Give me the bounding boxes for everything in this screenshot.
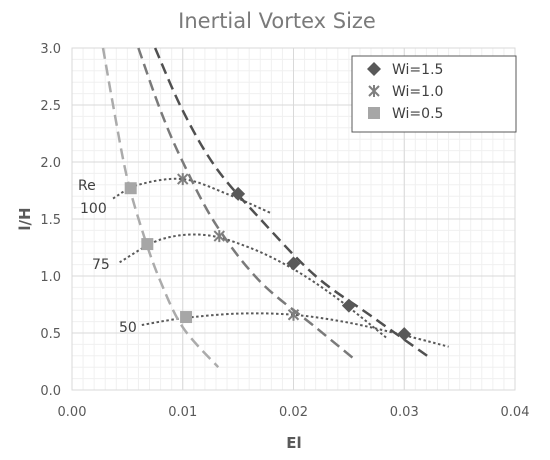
data-point	[397, 327, 412, 342]
plot-area	[71, 47, 516, 391]
re-100-label: 100	[80, 201, 107, 217]
data-markers	[124, 173, 412, 342]
legend-label: Wi=1.0	[392, 84, 443, 100]
y-tick-label: 0.5	[40, 327, 61, 342]
y-tick-label: 1.5	[40, 213, 61, 228]
data-point	[177, 173, 189, 186]
legend-label: Wi=0.5	[392, 106, 443, 122]
re-75-label: 75	[92, 257, 110, 273]
x-tick-label: 0.02	[279, 405, 308, 420]
x-axis-label: El	[286, 434, 301, 452]
y-tick-label: 2.5	[40, 99, 61, 114]
trend-line	[101, 47, 220, 369]
legend-items: Wi=1.5 Wi=1.0 Wi=0.5	[367, 62, 443, 122]
x-tick-label: 0.03	[390, 405, 419, 420]
data-point	[213, 230, 226, 243]
data-point	[180, 311, 193, 324]
re-curve-75	[119, 233, 389, 340]
trend-line	[153, 47, 433, 361]
y-axis-ticks: 0.0 0.5 1.0 1.5 2.0 2.5 3.0	[40, 42, 61, 399]
data-point	[124, 182, 137, 195]
x-tick-label: 0.00	[58, 405, 87, 420]
trend-lines	[101, 47, 433, 369]
data-point	[286, 256, 301, 271]
legend-marker	[368, 85, 380, 97]
data-point	[231, 186, 246, 201]
data-point	[141, 238, 154, 251]
trend-line	[137, 47, 356, 361]
y-tick-label: 3.0	[40, 42, 61, 57]
legend-marker	[367, 62, 381, 76]
legend-marker	[368, 107, 380, 119]
chart-title: Inertial Vortex Size	[178, 9, 376, 33]
x-tick-label: 0.01	[168, 405, 197, 420]
y-tick-label: 0.0	[40, 384, 61, 399]
y-axis-label: l/H	[16, 207, 34, 230]
x-tick-label: 0.04	[501, 405, 530, 420]
data-point	[287, 308, 300, 321]
y-tick-label: 1.0	[40, 270, 61, 285]
re-50-label: 50	[119, 320, 137, 336]
data-point	[341, 298, 356, 313]
re-annotation: Re	[78, 178, 96, 194]
x-axis-ticks: 0.00 0.01 0.02 0.03 0.04	[58, 405, 530, 420]
legend-label: Wi=1.5	[392, 62, 443, 78]
legend: Wi=1.5 Wi=1.0 Wi=0.5	[351, 55, 517, 133]
y-tick-label: 2.0	[40, 156, 61, 171]
